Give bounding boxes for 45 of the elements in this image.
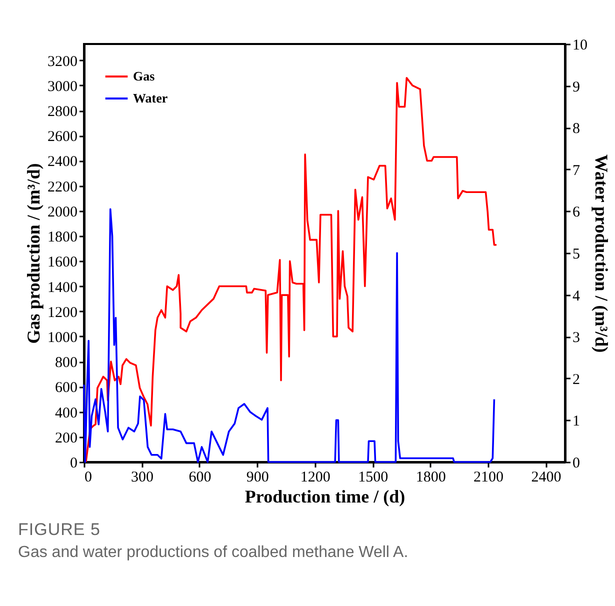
- y-tick-label: 2800: [48, 104, 78, 120]
- y2-tick-label: 10: [572, 38, 588, 54]
- y2-axis-title: Water production / (m³/d): [592, 154, 612, 353]
- y-tick-label: 1600: [48, 254, 78, 271]
- y2-tick-label: 8: [572, 121, 580, 138]
- y2-tick-label: 4: [572, 288, 580, 304]
- y2-tick-label: 3: [572, 330, 580, 346]
- y-tick-label: 3200: [48, 54, 78, 70]
- text: Gas and water productions of coalbed methane Well A.: [18, 544, 410, 562]
- y2-tick-label: 0: [572, 456, 580, 472]
- y-tick-label: 3000: [48, 78, 78, 95]
- x-tick-label: 900: [246, 470, 269, 486]
- x-tick-label: 0: [84, 470, 92, 486]
- y2-tick-label: 9: [572, 79, 580, 96]
- caption: FIGURE 5: [18, 520, 102, 540]
- y-tick-label: 0: [70, 456, 78, 472]
- x-tick-label: 2100: [474, 470, 504, 486]
- y-tick-label: 200: [55, 430, 78, 446]
- x-tick-label: 2400: [531, 470, 562, 486]
- y2-tick-label: 6: [572, 204, 580, 221]
- y-tick-label: 2400: [48, 154, 78, 170]
- legend-label: Gas: [133, 68, 155, 84]
- y-tick-label: 1000: [48, 330, 78, 346]
- y-tick-label: 600: [55, 380, 78, 396]
- x-tick-label: 1200: [300, 470, 330, 486]
- x-axis-title: Production time / (d): [244, 486, 406, 506]
- y-tick-label: 1200: [48, 304, 78, 321]
- line-series: [83, 208, 496, 463]
- legend-label: Water: [133, 90, 168, 106]
- y-tick-label: 2000: [48, 204, 78, 220]
- y-tick-label: 1400: [48, 280, 78, 296]
- y2-tick-label: 2: [572, 372, 580, 388]
- y-tick-label: 2200: [48, 179, 78, 196]
- y-tick-label: 2600: [48, 129, 78, 146]
- x-tick-label: 300: [130, 470, 154, 486]
- y2-tick-label: 5: [572, 246, 580, 262]
- y-axis-title: Gas production / (m³/d): [24, 163, 44, 344]
- y-tick-label: 1800: [48, 230, 78, 246]
- x-tick-label: 1500: [358, 470, 388, 486]
- x-tick-label: 600: [188, 470, 212, 486]
- y2-tick-label: 1: [572, 414, 580, 430]
- y-tick-label: 400: [55, 405, 78, 422]
- y-tick-label: 800: [55, 355, 78, 372]
- x-tick-label: 1800: [416, 470, 446, 486]
- y2-tick-label: 7: [572, 162, 580, 179]
